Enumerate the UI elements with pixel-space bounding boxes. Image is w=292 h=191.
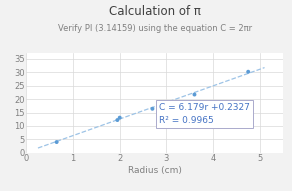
- Text: Verify PI (3.14159) using the equation C = 2πr: Verify PI (3.14159) using the equation C…: [58, 24, 252, 33]
- Point: [192, 93, 197, 96]
- Point: [150, 107, 155, 110]
- Text: Calculation of π: Calculation of π: [109, 5, 201, 18]
- Point: [115, 119, 120, 122]
- Point: [117, 116, 122, 119]
- X-axis label: Radius (cm): Radius (cm): [128, 166, 182, 175]
- Point: [54, 141, 59, 144]
- Point: [246, 70, 251, 73]
- Text: C = 6.179r +0.2327
R² = 0.9965: C = 6.179r +0.2327 R² = 0.9965: [159, 103, 250, 125]
